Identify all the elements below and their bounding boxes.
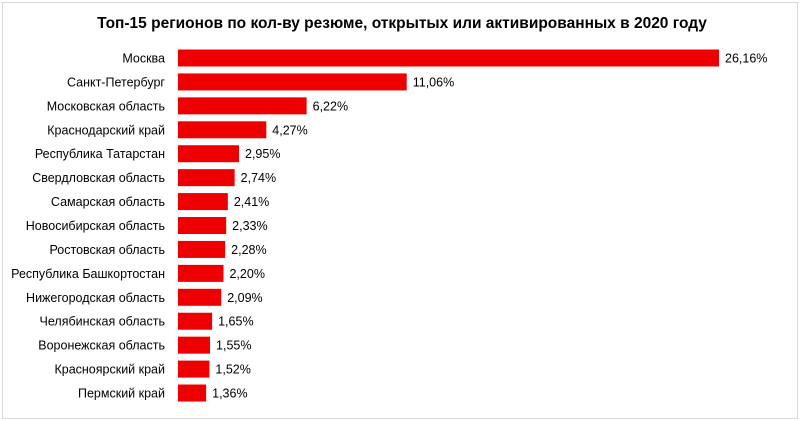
bar [178,121,267,139]
data-label: 2,28% [231,243,266,257]
data-label: 2,95% [245,147,280,161]
bar [178,169,235,187]
category-label: Республика Башкортостан [11,267,165,281]
data-label: 1,36% [212,387,247,401]
chart-title: Топ-15 регионов по кол-ву резюме, открыт… [97,15,707,32]
category-label: Московская область [47,99,165,113]
category-label: Новосибирская область [26,219,165,233]
bar [178,193,228,211]
data-label: 4,27% [272,123,307,137]
data-label: 2,33% [232,219,267,233]
bar [178,49,719,67]
data-label: 2,20% [229,267,264,281]
category-label: Самарская область [51,195,165,209]
data-label: 6,22% [313,99,348,113]
category-label: Москва [122,52,165,66]
data-label: 1,52% [215,363,250,377]
bar [178,73,407,91]
bar [178,288,222,306]
category-label: Краснодарский край [47,123,165,137]
bar [178,217,227,235]
bar [178,97,307,115]
bar [178,360,210,378]
data-label: 1,65% [218,315,253,329]
data-label: 2,74% [241,171,276,185]
bar [178,264,224,282]
category-label: Красноярский край [54,363,165,377]
category-label: Воронежская область [38,339,165,353]
data-label: 1,55% [216,339,251,353]
data-label: 2,41% [234,195,269,209]
bar [178,384,207,402]
bar [178,240,226,258]
category-label: Нижегородская область [26,291,165,305]
category-label: Республика Татарстан [35,147,165,161]
category-label: Ростовская область [50,243,166,257]
category-label: Санкт-Петербург [67,75,165,89]
bar [178,336,211,354]
category-label: Свердловская область [32,171,165,185]
bar [178,312,213,330]
category-label: Пермский край [78,387,165,401]
bar [178,145,240,163]
data-label: 2,09% [227,291,262,305]
data-label: 26,16% [725,52,767,66]
category-label: Челябинская область [40,315,165,329]
data-label: 11,06% [413,75,454,89]
